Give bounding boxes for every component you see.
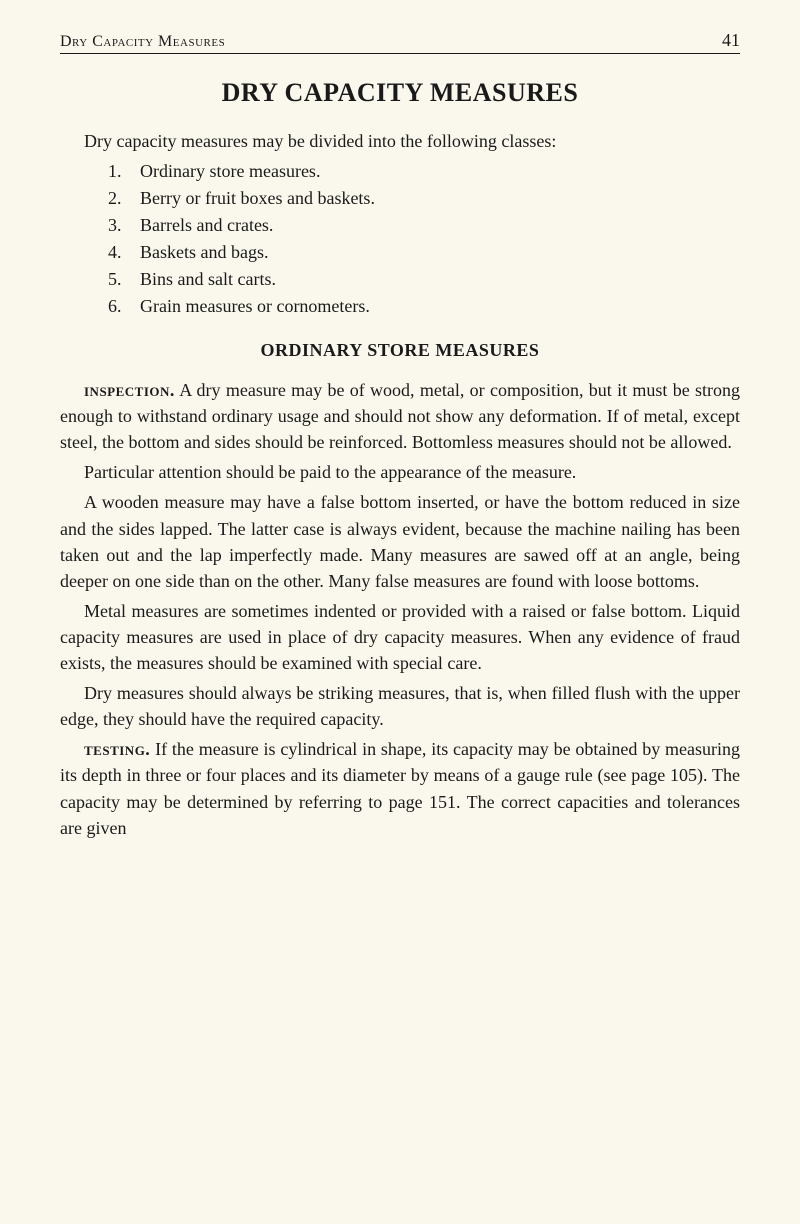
list-text: Baskets and bags.	[140, 239, 268, 266]
page-number: 41	[722, 30, 740, 51]
list-item: 2. Berry or fruit boxes and baskets.	[108, 185, 740, 212]
list-item: 1. Ordinary store measures.	[108, 158, 740, 185]
paragraph-text: If the measure is cylindrical in shape, …	[60, 739, 740, 837]
intro-paragraph: Dry capacity measures may be divided int…	[60, 128, 740, 154]
list-number: 6.	[108, 293, 140, 320]
list-number: 1.	[108, 158, 140, 185]
list-number: 2.	[108, 185, 140, 212]
keyword-inspection: inspection.	[84, 380, 175, 400]
list-text: Grain measures or cornometers.	[140, 293, 370, 320]
list-text: Bins and salt carts.	[140, 266, 276, 293]
list-item: 5. Bins and salt carts.	[108, 266, 740, 293]
keyword-testing: testing.	[84, 739, 150, 759]
sub-title: ORDINARY STORE MEASURES	[60, 340, 740, 361]
main-title: DRY CAPACITY MEASURES	[60, 78, 740, 108]
paragraph: A wooden measure may have a false bottom…	[60, 489, 740, 593]
paragraph-inspection: inspection. A dry measure may be of wood…	[60, 377, 740, 455]
classes-list: 1. Ordinary store measures. 2. Berry or …	[108, 158, 740, 320]
list-number: 4.	[108, 239, 140, 266]
list-item: 6. Grain measures or cornometers.	[108, 293, 740, 320]
list-number: 5.	[108, 266, 140, 293]
running-head: Dry Capacity Measures	[60, 33, 225, 51]
list-item: 3. Barrels and crates.	[108, 212, 740, 239]
list-text: Berry or fruit boxes and baskets.	[140, 185, 375, 212]
list-text: Barrels and crates.	[140, 212, 273, 239]
list-number: 3.	[108, 212, 140, 239]
paragraph: Particular attention should be paid to t…	[60, 459, 740, 485]
paragraph: Metal measures are sometimes indented or…	[60, 598, 740, 676]
page-header: Dry Capacity Measures 41	[60, 30, 740, 54]
paragraph: Dry measures should always be striking m…	[60, 680, 740, 732]
list-text: Ordinary store measures.	[140, 158, 320, 185]
list-item: 4. Baskets and bags.	[108, 239, 740, 266]
paragraph-testing: testing. If the measure is cylindrical i…	[60, 736, 740, 840]
